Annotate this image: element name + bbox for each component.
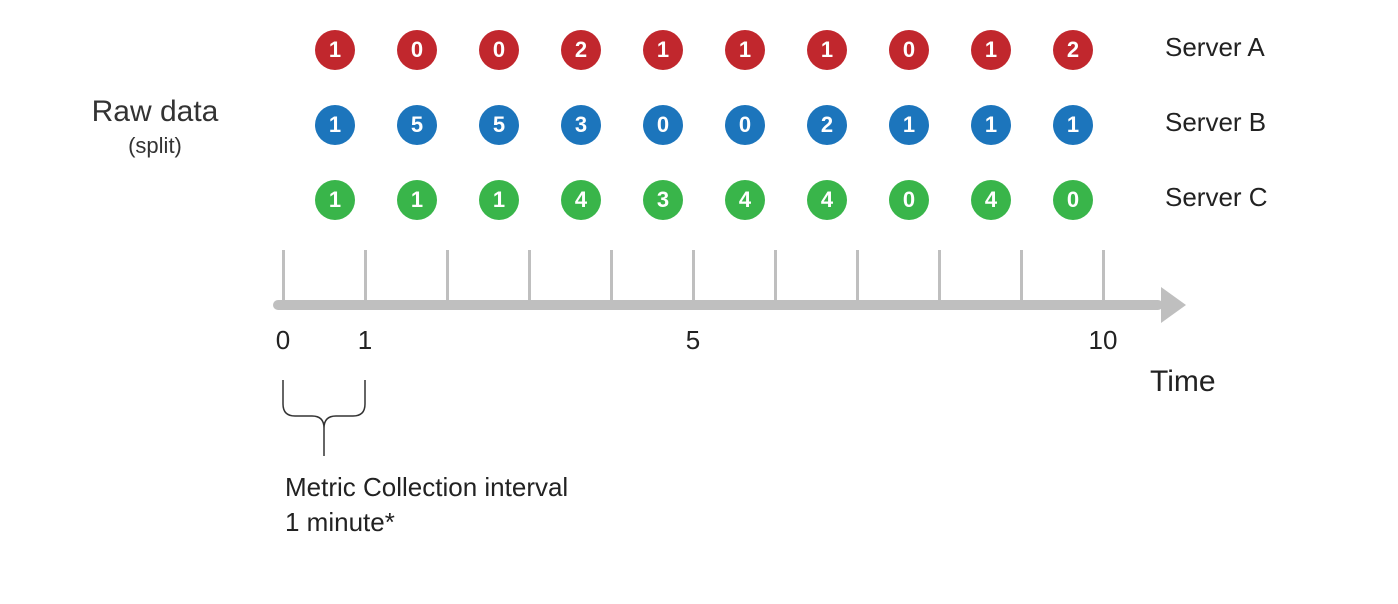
data-dot: 1 bbox=[971, 105, 1011, 145]
data-dot: 5 bbox=[479, 105, 519, 145]
data-dot: 0 bbox=[725, 105, 765, 145]
data-dot: 2 bbox=[807, 105, 847, 145]
axis-arrowhead bbox=[1161, 287, 1186, 323]
data-dot: 4 bbox=[561, 180, 601, 220]
data-dot: 3 bbox=[643, 180, 683, 220]
data-dot: 1 bbox=[315, 180, 355, 220]
data-dot: 0 bbox=[643, 105, 683, 145]
data-dot: 1 bbox=[889, 105, 929, 145]
data-dot: 0 bbox=[397, 30, 437, 70]
data-dot: 5 bbox=[397, 105, 437, 145]
data-dot: 0 bbox=[1053, 180, 1093, 220]
axis-tick bbox=[446, 250, 449, 305]
axis-tick-label: 1 bbox=[345, 325, 385, 356]
row-label: Server B bbox=[1165, 107, 1266, 138]
row-label: Server A bbox=[1165, 32, 1265, 63]
axis-tick bbox=[364, 250, 367, 305]
data-dot: 1 bbox=[725, 30, 765, 70]
row-label: Server C bbox=[1165, 182, 1268, 213]
data-dot: 3 bbox=[561, 105, 601, 145]
axis-tick-label: 10 bbox=[1083, 325, 1123, 356]
data-dot: 1 bbox=[1053, 105, 1093, 145]
axis-tick bbox=[692, 250, 695, 305]
data-dot: 1 bbox=[643, 30, 683, 70]
data-dot: 1 bbox=[397, 180, 437, 220]
data-dot: 0 bbox=[479, 30, 519, 70]
data-dot: 1 bbox=[315, 105, 355, 145]
axis-tick-label: 0 bbox=[263, 325, 303, 356]
axis-tick bbox=[528, 250, 531, 305]
data-dot: 2 bbox=[561, 30, 601, 70]
data-dot: 1 bbox=[807, 30, 847, 70]
data-dot: 0 bbox=[889, 180, 929, 220]
left-title: Raw data (split) bbox=[55, 95, 255, 159]
axis-tick-label: 5 bbox=[673, 325, 713, 356]
axis-tick bbox=[282, 250, 285, 305]
data-dot: 4 bbox=[971, 180, 1011, 220]
axis-tick bbox=[856, 250, 859, 305]
data-dot: 4 bbox=[807, 180, 847, 220]
interval-caption: Metric Collection interval 1 minute* bbox=[285, 470, 568, 540]
data-dot: 1 bbox=[479, 180, 519, 220]
axis-tick bbox=[774, 250, 777, 305]
time-axis-label: Time bbox=[1150, 365, 1216, 399]
data-dot: 1 bbox=[315, 30, 355, 70]
axis-tick bbox=[1020, 250, 1023, 305]
left-title-line1: Raw data bbox=[55, 95, 255, 129]
axis-line bbox=[273, 300, 1163, 310]
axis-tick bbox=[1102, 250, 1105, 305]
data-dot: 2 bbox=[1053, 30, 1093, 70]
data-dot: 0 bbox=[889, 30, 929, 70]
axis-tick bbox=[610, 250, 613, 305]
axis-tick bbox=[938, 250, 941, 305]
data-dot: 4 bbox=[725, 180, 765, 220]
left-title-line2: (split) bbox=[55, 133, 255, 159]
data-dot: 1 bbox=[971, 30, 1011, 70]
